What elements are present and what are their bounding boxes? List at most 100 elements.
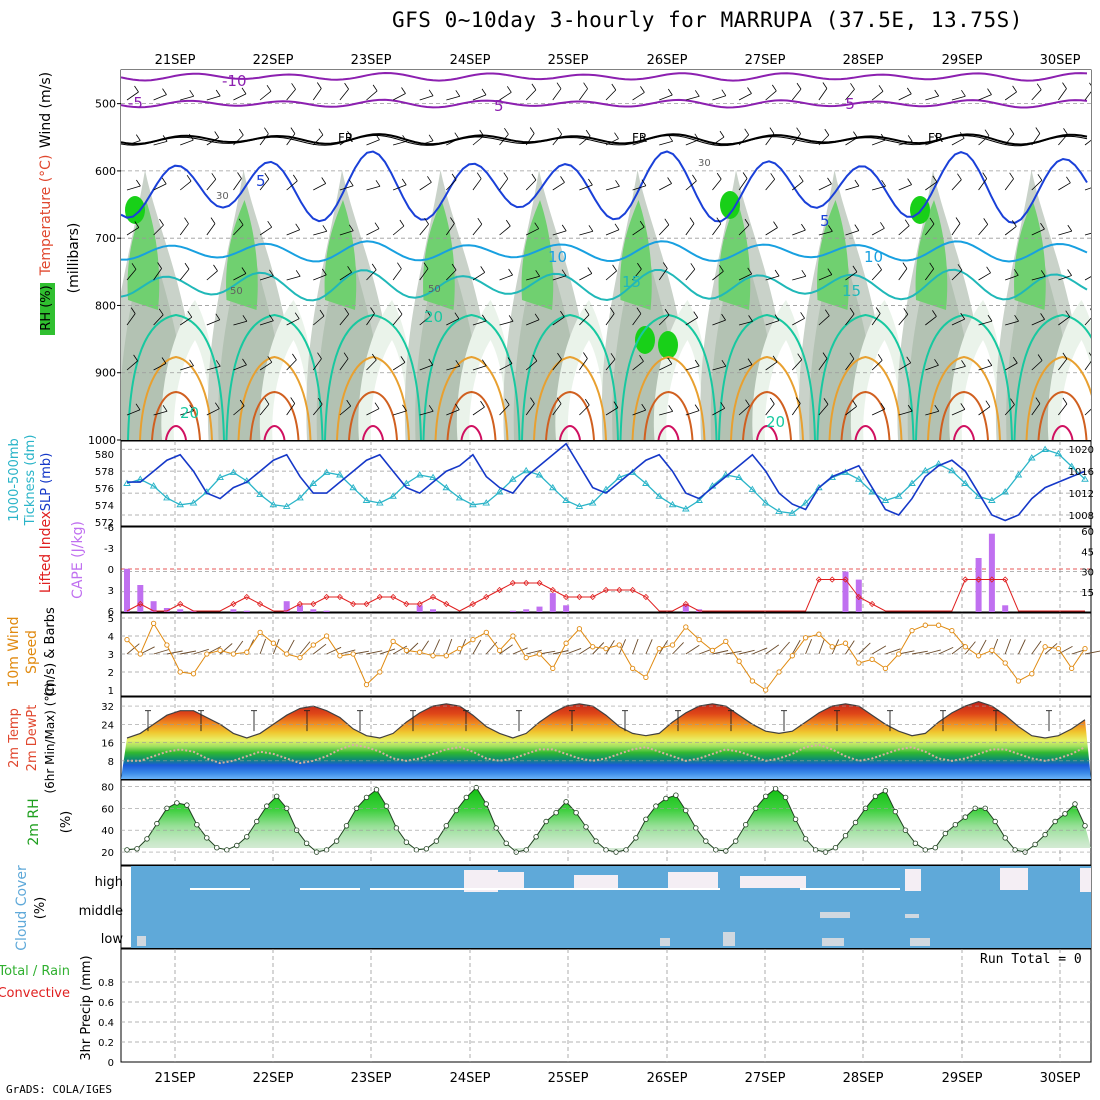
wind-barb xyxy=(446,223,455,236)
rh-point xyxy=(154,820,160,827)
wind-barb xyxy=(126,227,140,236)
wind-barb xyxy=(552,230,567,236)
wind-barb-flag xyxy=(693,311,699,318)
thickness-point xyxy=(775,507,783,514)
wind-barb xyxy=(180,95,194,101)
wind-barb xyxy=(312,88,322,101)
thickness-point xyxy=(482,499,491,506)
wind-barb-flag xyxy=(849,307,855,315)
wind-barb xyxy=(791,88,802,101)
wind-barb xyxy=(1058,88,1067,101)
rh-shade-90 xyxy=(125,196,145,224)
wind-barb xyxy=(446,179,457,191)
chart-title: GFS 0~10day 3-hourly for MARRUPA (37.5E,… xyxy=(392,8,1023,32)
wind-barb-flag xyxy=(238,218,244,226)
wind-barb-10m xyxy=(432,639,441,655)
wind-barb-flag xyxy=(454,312,460,319)
rh-point xyxy=(713,847,719,853)
isotherm-35 xyxy=(953,424,975,440)
date-label-top: 26SEP xyxy=(647,53,688,68)
wind-barb-flag xyxy=(534,313,540,321)
wind-barb-flag xyxy=(986,266,991,274)
wind-barb xyxy=(818,274,832,281)
wind-barb xyxy=(472,178,482,191)
wind-barb-flag xyxy=(184,217,189,224)
wind-barb xyxy=(499,91,512,101)
isotherm-20 xyxy=(225,313,324,440)
wind-barb-flag xyxy=(476,172,482,179)
wind-barb xyxy=(526,319,540,326)
cape-bar xyxy=(416,605,423,612)
wind-barb-flag xyxy=(769,397,775,405)
pressure-tick: 500 xyxy=(95,98,116,111)
wind-barb xyxy=(233,273,247,281)
date-label-top: 21SEP xyxy=(155,53,196,68)
label-cloud-units: (%) xyxy=(33,897,48,920)
wind-barb xyxy=(259,133,269,146)
wind-barb xyxy=(153,314,164,326)
wind-barb xyxy=(738,178,748,191)
thickness-point xyxy=(788,509,797,516)
wind-barb-flag xyxy=(343,352,349,359)
wind-barb xyxy=(871,269,882,281)
wind-barb-flag xyxy=(985,400,991,407)
lifted-index-point xyxy=(589,593,596,601)
wind-barb xyxy=(951,318,965,326)
wind-barb xyxy=(1058,230,1072,236)
isotherm-35 xyxy=(460,424,483,440)
lifted-index-point xyxy=(536,579,543,587)
wind-barb xyxy=(366,185,381,191)
wind-barb xyxy=(339,88,349,101)
rh-point xyxy=(952,822,958,828)
wind-barb xyxy=(791,359,802,371)
wind-barb-10m xyxy=(885,648,901,655)
wind-barb-flag xyxy=(1063,128,1068,135)
wind-barb xyxy=(366,90,378,101)
wind-barb xyxy=(206,223,216,236)
lifted-index-line xyxy=(126,579,1085,612)
rh-point xyxy=(1062,811,1068,817)
rh-point xyxy=(343,823,350,829)
wind-speed-point xyxy=(510,633,516,639)
rh-shade-70 xyxy=(521,200,554,310)
wind-barb-flag xyxy=(801,223,806,231)
rh-point xyxy=(134,846,140,852)
cloud-panel: high middle low xyxy=(79,866,1091,948)
wind-barb-10m xyxy=(379,648,396,655)
wind-barb xyxy=(685,365,700,371)
thickness-point xyxy=(1001,488,1009,495)
rh-shade-90 xyxy=(635,326,655,354)
wind-barb-flag xyxy=(828,225,833,232)
wind-speed-point xyxy=(896,651,902,657)
isotherm-20 xyxy=(422,313,521,440)
wind-barb-flag xyxy=(504,398,510,406)
wind-barb-flag xyxy=(480,400,485,408)
wind-barb-flag xyxy=(609,307,615,314)
wind-barb-flag xyxy=(267,220,273,228)
wind-barb xyxy=(233,178,242,191)
wind-speed-point xyxy=(749,678,756,684)
cape-bar xyxy=(230,609,237,612)
rh-point xyxy=(882,788,889,794)
wind-barb xyxy=(765,275,780,281)
rh-shade-90 xyxy=(720,191,740,219)
wind-barb xyxy=(925,223,935,236)
wind-barb-10m xyxy=(831,639,840,655)
wind-barb-10m xyxy=(752,647,768,655)
wind-barb-flag xyxy=(907,178,912,185)
wind-speed-point xyxy=(270,640,277,646)
wind-speed-point xyxy=(257,629,263,636)
contour-label: -10 xyxy=(222,72,247,90)
rh-point xyxy=(224,847,230,853)
wind-barb-10m xyxy=(472,639,482,655)
contour-label: 5 xyxy=(820,212,830,230)
rh-point xyxy=(733,838,739,844)
wind-speed-point xyxy=(683,624,689,630)
label-precip-axis: 3hr Precip (mm) xyxy=(79,955,94,1060)
rh-point xyxy=(204,835,210,841)
isotherm-25 xyxy=(828,355,903,440)
wind-barb-flag xyxy=(852,265,858,273)
wind-barb xyxy=(1005,320,1019,326)
wind-barb xyxy=(765,361,778,371)
isotherm-35 xyxy=(559,424,581,440)
